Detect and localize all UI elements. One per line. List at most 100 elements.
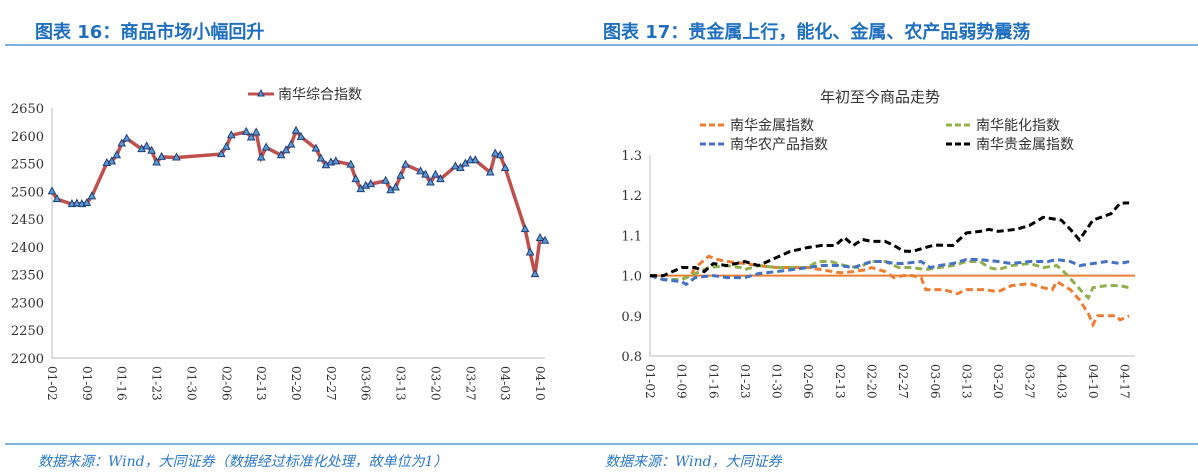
data-point-marker (456, 162, 465, 171)
data-point-marker (291, 125, 301, 134)
data-point-marker (396, 170, 405, 179)
y-tick-label: 2450 (11, 213, 44, 228)
data-point-marker (117, 138, 127, 147)
data-point-marker (147, 145, 156, 154)
y-tick-label: 0.9 (621, 310, 642, 325)
chart-16-title: 图表 16：商品市场小幅回升 (35, 22, 265, 43)
x-tick-label: 03-27 (463, 366, 477, 401)
x-tick-label: 02-27 (324, 366, 338, 401)
legend-label: 南华金属指数 (730, 118, 814, 134)
data-point-marker (281, 145, 291, 154)
data-point-marker (261, 142, 271, 151)
data-point-marker (112, 150, 122, 159)
data-point-marker (431, 169, 440, 178)
data-point-marker (216, 149, 226, 158)
data-point-marker (421, 169, 430, 178)
data-point-marker (530, 269, 540, 278)
x-tick-label: 03-27 (1023, 364, 1037, 399)
data-point-marker (316, 153, 326, 162)
data-point-marker (465, 155, 475, 164)
y-tick-label: 1.0 (621, 270, 642, 285)
x-tick-label: 04-10 (1086, 364, 1100, 399)
x-tick-label: 02-13 (254, 366, 268, 401)
y-tick-label: 2400 (11, 241, 44, 256)
data-point-marker (451, 161, 460, 170)
x-tick-label: 01-30 (770, 364, 784, 399)
data-point-marker (381, 175, 390, 184)
x-tick-label: 04-03 (1054, 364, 1068, 399)
x-tick-label: 01-23 (738, 364, 752, 399)
data-point-marker (226, 130, 236, 139)
series-line-1 (649, 254, 1130, 329)
chart-title: 年初至今商品走势 (820, 88, 940, 106)
data-point-marker (82, 197, 92, 206)
chart-16-source: 数据来源：Wind，大同证券（数据经过标准化处理，故单位为1） (38, 454, 448, 470)
data-point-marker (416, 166, 425, 175)
data-point-marker (157, 151, 166, 160)
series-line-4 (650, 201, 1130, 278)
legend-label: 南华贵金属指数 (976, 137, 1074, 153)
data-point-marker (495, 150, 505, 159)
data-point-marker (241, 126, 251, 135)
x-tick-label: 01-09 (675, 364, 689, 399)
data-point-marker (87, 191, 97, 200)
data-point-marker (391, 182, 400, 191)
y-tick-label: 2200 (11, 352, 44, 367)
x-tick-label: 01-16 (115, 366, 129, 401)
x-tick-label: 03-20 (428, 366, 442, 401)
x-tick-label: 02-06 (219, 366, 233, 401)
y-tick-label: 2250 (11, 324, 44, 339)
data-point-marker (346, 159, 356, 168)
y-tick-label: 1.1 (621, 229, 642, 244)
y-tick-label: 1.2 (621, 189, 642, 204)
data-point-marker (172, 152, 181, 161)
data-point-marker (366, 179, 376, 188)
x-tick-label: 01-30 (184, 366, 198, 401)
chart-17-title: 图表 17：贵金属上行，能化、金属、农产品弱势震荡 (603, 22, 1031, 43)
x-tick-label: 03-13 (959, 364, 973, 399)
x-tick-label: 03-06 (928, 364, 942, 399)
data-point-marker (72, 198, 82, 207)
series-line-2 (649, 260, 1130, 301)
data-point-marker (351, 174, 361, 183)
x-tick-label: 02-27 (896, 364, 910, 399)
data-point-marker (47, 186, 57, 195)
data-point-marker (525, 247, 535, 256)
x-tick-label: 01-09 (80, 366, 94, 401)
data-point-marker (500, 162, 510, 171)
data-point-marker (256, 152, 266, 161)
chart-17-source: 数据来源：Wind，大同证券 (605, 454, 782, 470)
x-tick-label: 01-16 (706, 364, 720, 399)
data-point-marker (490, 148, 500, 157)
x-tick-label: 01-02 (45, 366, 59, 401)
legend-label: 南华综合指数 (278, 87, 362, 103)
x-tick-label: 01-23 (150, 366, 164, 401)
y-tick-label: 2650 (11, 102, 44, 117)
x-tick-label: 02-13 (833, 364, 847, 399)
data-point-marker (221, 141, 231, 150)
data-point-marker (122, 133, 132, 142)
x-tick-label: 03-13 (394, 366, 408, 401)
y-tick-label: 2600 (11, 130, 44, 145)
legend-label: 南华能化指数 (976, 118, 1060, 134)
data-point-marker (296, 131, 306, 140)
data-point-marker (331, 156, 341, 165)
data-point-marker (152, 157, 161, 166)
header-divider (5, 44, 1198, 46)
x-tick-label: 02-20 (289, 366, 303, 401)
y-tick-label: 2300 (11, 296, 44, 311)
y-tick-label: 2500 (11, 185, 44, 200)
y-tick-label: 1.3 (621, 149, 642, 164)
legend-label: 南华农产品指数 (730, 137, 828, 153)
data-point-marker (401, 159, 410, 168)
data-point-marker (276, 150, 286, 159)
data-point-marker (311, 143, 321, 152)
x-tick-label: 01-02 (643, 364, 657, 399)
x-tick-label: 03-20 (991, 364, 1005, 399)
data-point-marker (142, 141, 151, 150)
x-tick-label: 04-17 (1118, 364, 1132, 399)
series-line-3 (649, 257, 1130, 287)
y-tick-label: 0.8 (621, 350, 642, 365)
data-point-marker (540, 235, 550, 244)
